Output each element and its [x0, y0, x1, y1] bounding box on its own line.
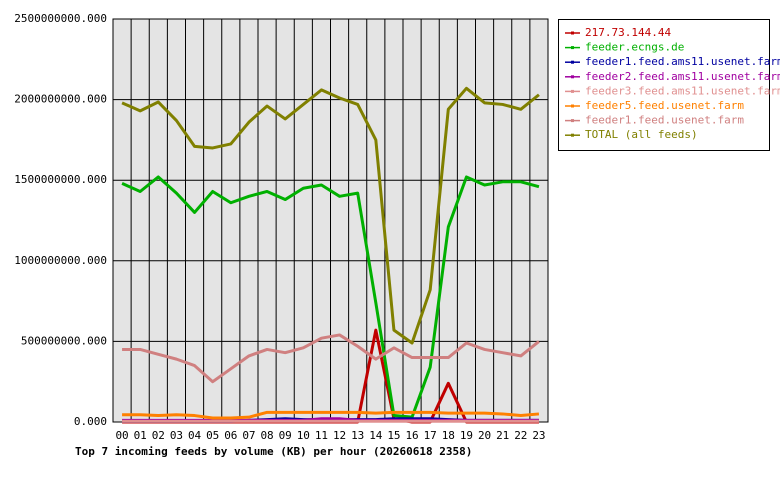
x-tick-label: 21: [496, 429, 509, 442]
legend-dot: [571, 119, 574, 123]
x-tick-label: 04: [188, 429, 202, 442]
x-tick-label: 00: [115, 429, 128, 442]
x-tick-label: 23: [532, 429, 545, 442]
legend-box: [558, 19, 770, 151]
series-line: [122, 333, 540, 384]
x-tick-label: 19: [460, 429, 473, 442]
x-tick-label: 18: [442, 429, 455, 442]
x-tick-label: 22: [514, 429, 527, 442]
x-tick-label: 02: [152, 429, 165, 442]
x-tick-label: 03: [170, 429, 183, 442]
y-tick-label: 1500000000.000: [14, 173, 107, 186]
legend-label: feeder.ecngs.de: [585, 41, 684, 54]
y-tick-label: 500000000.000: [21, 334, 107, 347]
x-tick-label: 01: [134, 429, 147, 442]
x-tick-label: 08: [260, 429, 273, 442]
y-tick-label: 2000000000.000: [14, 93, 107, 106]
legend-dot: [571, 31, 574, 35]
series-line: [122, 410, 540, 420]
x-tick-label: 14: [369, 429, 383, 442]
x-tick-label: 12: [333, 429, 346, 442]
series-line: [121, 175, 540, 419]
legend-dot: [571, 60, 574, 64]
legend-label: feeder1.feed.usenet.farm: [585, 114, 744, 127]
x-tick-label: 17: [424, 429, 437, 442]
x-tick-label: 20: [478, 429, 491, 442]
x-tick-label: 09: [279, 429, 292, 442]
legend-label: feeder1.feed.ams11.usenet.farm: [585, 55, 780, 68]
series-line: [121, 86, 540, 345]
legend-label: feeder3.feed.ams11.usenet.farm: [585, 84, 780, 97]
x-tick-label: 06: [224, 429, 237, 442]
y-tick-label: 2500000000.000: [14, 12, 107, 25]
x-tick-label: 16: [405, 429, 418, 442]
chart-title: Top 7 incoming feeds by volume (KB) per …: [75, 445, 472, 458]
legend-dot: [571, 46, 574, 50]
legend-dot: [571, 104, 574, 108]
y-tick-label: 0.000: [74, 415, 107, 428]
legend-label: TOTAL (all feeds): [585, 128, 698, 141]
legend-dot: [571, 75, 574, 79]
x-tick-label: 11: [315, 429, 328, 442]
x-tick-label: 13: [351, 429, 364, 442]
legend-dot: [571, 133, 574, 137]
x-tick-label: 10: [297, 429, 310, 442]
legend-dot: [571, 89, 574, 93]
x-tick-label: 07: [242, 429, 255, 442]
legend-label: feeder2.feed.ams11.usenet.farm: [585, 70, 780, 83]
x-tick-label: 05: [206, 429, 219, 442]
x-tick-label: 15: [387, 429, 400, 442]
legend-label: 217.73.144.44: [585, 26, 671, 39]
legend-label: feeder5.feed.usenet.farm: [585, 99, 744, 112]
y-tick-label: 1000000000.000: [14, 254, 107, 267]
